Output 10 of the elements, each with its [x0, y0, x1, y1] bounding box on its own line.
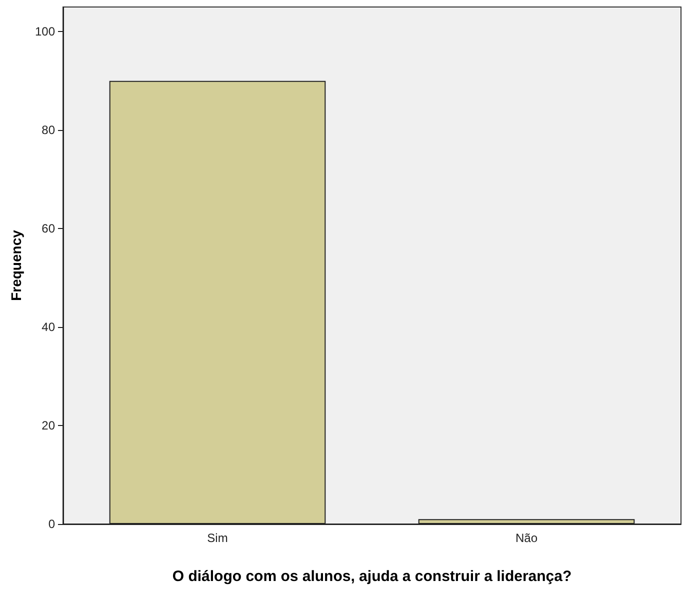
y-tick-label: 20 [42, 418, 56, 433]
y-tick-label: 100 [34, 24, 56, 39]
y-tick-label: 40 [42, 320, 56, 334]
y-tick-label: 0 [48, 517, 56, 531]
y-tick-label: 60 [42, 222, 56, 236]
y-tick-label: 80 [42, 123, 56, 138]
y-axis-title: Frequency [8, 230, 24, 301]
x-tick-label: Sim [207, 531, 228, 545]
x-axis-title: O diálogo com os alunos, ajuda a construir a liderança? [172, 568, 572, 585]
x-tick-label: Não [515, 531, 538, 545]
